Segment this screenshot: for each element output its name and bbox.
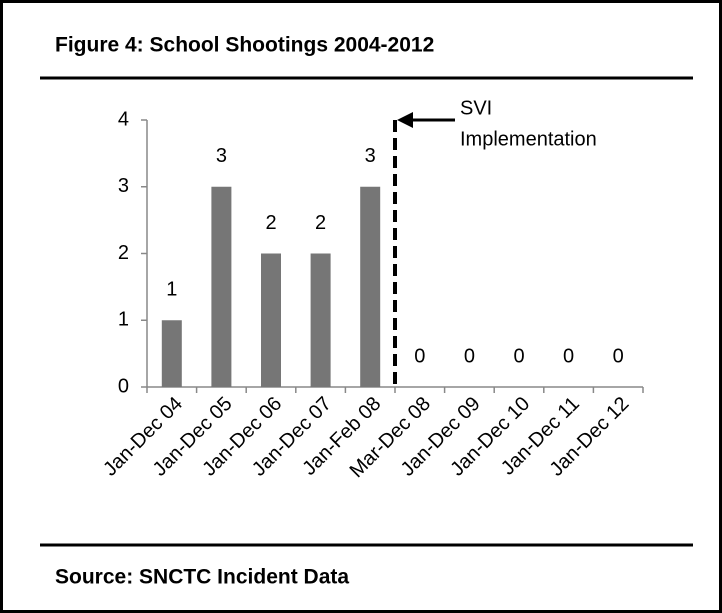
- y-tick-label: 4: [118, 108, 129, 130]
- data-label: 1: [166, 279, 177, 301]
- bar: [360, 186, 381, 387]
- bar: [261, 253, 281, 387]
- data-label: 3: [365, 145, 376, 167]
- bar: [161, 320, 182, 387]
- y-tick-label: 3: [118, 175, 129, 197]
- data-label: 0: [513, 345, 524, 367]
- data-label: 0: [563, 345, 574, 367]
- chart-title: Figure 4: School Shootings 2004-2012: [55, 34, 434, 57]
- bar: [310, 253, 331, 387]
- data-label: 0: [613, 345, 624, 367]
- source: Source: SNCTC Incident Data: [55, 566, 349, 589]
- annotation: SVI: [460, 97, 492, 119]
- arrow-head: [397, 112, 413, 128]
- annotation: Implementation: [460, 128, 597, 150]
- data-label: 2: [315, 212, 326, 234]
- data-label: 2: [265, 212, 276, 234]
- y-tick-label: 1: [118, 309, 129, 331]
- data-label: 0: [464, 345, 475, 367]
- bar: [211, 186, 232, 387]
- y-tick-label: 0: [118, 375, 129, 397]
- y-tick-label: 2: [118, 242, 129, 264]
- data-label: 0: [414, 345, 425, 367]
- data-label: 3: [216, 145, 227, 167]
